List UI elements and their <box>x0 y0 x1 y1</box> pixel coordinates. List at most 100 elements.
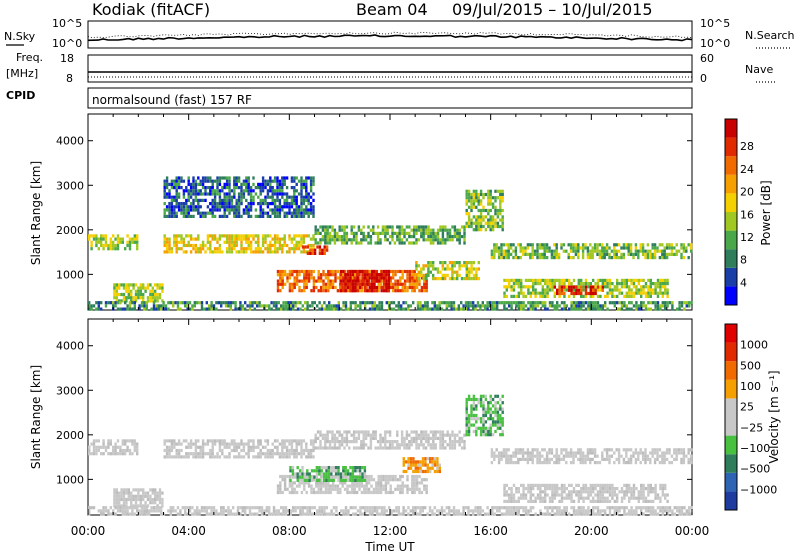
velocity-echo-cell <box>170 445 174 449</box>
power-echo-cell <box>413 273 416 277</box>
velocity-echo-cell <box>283 484 287 488</box>
velocity-echo-cell <box>149 494 152 498</box>
cpid-label: CPID <box>6 89 35 102</box>
power-echo-cell <box>420 231 423 235</box>
power-echo-cell <box>524 294 528 298</box>
power-echo-cell <box>380 301 384 305</box>
power-echo-cell <box>228 240 231 244</box>
power-echo-cell <box>620 278 624 282</box>
velocity-echo-cell <box>589 487 592 491</box>
power-echo-cell <box>209 243 212 248</box>
power-echo-cell <box>175 214 178 218</box>
power-echo-cell <box>541 304 544 308</box>
velocity-echo-cell <box>608 487 612 491</box>
power-echo-cell <box>352 231 356 235</box>
power-echo-cell <box>163 182 166 186</box>
power-echo-cell <box>406 289 409 293</box>
power-echo-cell <box>536 301 540 305</box>
power-echo-cell <box>529 307 532 311</box>
power-echo-cell <box>550 252 554 256</box>
velocity-echo-cell <box>102 452 105 456</box>
velocity-echo-cell <box>276 452 279 456</box>
velocity-echo-cell <box>228 455 231 459</box>
power-echo-cell <box>315 285 318 290</box>
power-echo-cell <box>653 256 657 260</box>
power-echo-cell <box>367 225 370 229</box>
power-echo-cell <box>625 243 628 247</box>
power-echo-cell <box>464 301 468 305</box>
velocity-echo-cell <box>290 442 294 446</box>
power-echo-cell <box>282 307 285 311</box>
velocity-echo-cell <box>545 461 549 465</box>
velocity-echo-cell <box>336 436 339 440</box>
velocity-echo-cell <box>303 472 307 476</box>
velocity-echo-cell <box>434 443 437 447</box>
velocity-echo-cell <box>302 448 306 453</box>
power-echo-cell <box>305 176 308 180</box>
power-echo-cell <box>346 285 350 290</box>
velocity-echo-cell <box>658 454 662 458</box>
power-echo-cell <box>292 301 295 305</box>
power-echo-cell <box>539 291 542 295</box>
power-echo-cell <box>139 286 142 290</box>
power-echo-cell <box>114 243 117 248</box>
power-echo-cell <box>175 186 178 190</box>
power-echo-cell <box>134 299 138 303</box>
velocity-echo-cell <box>158 497 162 502</box>
power-echo-cell <box>354 301 357 305</box>
velocity-echo-cell <box>285 455 289 459</box>
power-echo-cell <box>192 198 195 202</box>
power-echo-cell <box>327 289 330 293</box>
power-echo-cell <box>273 192 277 196</box>
velocity-echo-cell <box>298 469 302 473</box>
power-echo-cell <box>199 205 202 209</box>
velocity-echo-cell <box>418 474 421 479</box>
power-echo-cell <box>276 192 279 196</box>
velocity-echo-cell <box>367 430 370 434</box>
power-echo-cell <box>420 289 424 293</box>
velocity-echo-cell <box>194 455 198 459</box>
power-echo-cell <box>204 186 207 190</box>
power-echo-cell <box>479 208 483 213</box>
velocity-echo-cell <box>517 496 520 500</box>
power-echo-cell <box>285 214 289 218</box>
power-echo-cell <box>230 195 234 199</box>
power-echo-cell <box>405 238 409 242</box>
velocity-echo-cell <box>132 497 135 502</box>
power-echo-cell <box>213 195 217 199</box>
power-echo-cell <box>225 179 229 183</box>
power-echo-cell <box>423 282 426 286</box>
velocity-echo-cell <box>689 448 693 452</box>
power-echo-cell <box>90 234 93 238</box>
power-echo-cell <box>453 270 456 274</box>
power-echo-cell <box>666 282 669 286</box>
power-echo-cell <box>368 307 372 311</box>
power-echo-cell <box>233 211 236 215</box>
power-echo-cell <box>306 301 309 305</box>
velocity-echo-cell <box>165 445 169 449</box>
velocity-echo-cell <box>307 455 310 459</box>
power-echo-cell <box>233 208 236 212</box>
power-echo-cell <box>544 288 547 292</box>
velocity-echo-cell <box>300 439 303 443</box>
power-echo-cell <box>280 307 283 311</box>
power-echo-cell <box>401 282 404 286</box>
velocity-echo-cell <box>472 394 476 398</box>
velocity-echo-cell <box>305 448 308 453</box>
power-echo-cell <box>249 192 253 196</box>
velocity-echo-cell <box>379 436 382 440</box>
power-echo-cell <box>338 225 341 229</box>
velocity-echo-cell <box>130 504 133 508</box>
velocity-echo-cell <box>242 445 246 449</box>
power-echo-cell <box>237 214 241 218</box>
velocity-echo-cell <box>491 420 495 424</box>
velocity-echo-cell <box>327 472 331 476</box>
power-echo-cell <box>635 288 638 292</box>
velocity-echo-cell <box>665 451 669 455</box>
power-echo-cell <box>218 205 222 209</box>
power-echo-cell <box>349 269 352 274</box>
power-echo-cell <box>401 285 404 290</box>
power-echo-cell <box>130 289 133 293</box>
power-echo-cell <box>351 289 355 293</box>
velocity-echo-cell <box>423 487 426 491</box>
